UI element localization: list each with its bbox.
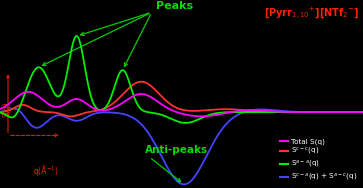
- Text: [Pyrr$_{1,10}$$^{+}$][NTf$_2$$^{-}$]: [Pyrr$_{1,10}$$^{+}$][NTf$_2$$^{-}$]: [264, 6, 359, 21]
- Text: Peaks: Peaks: [156, 1, 193, 11]
- Legend: Total S(q), S$^{c-c}$(q), S$^{a-a}$(q), S$^{c-a}$(q) + S$^{a-c}$(q): Total S(q), S$^{c-c}$(q), S$^{a-a}$(q), …: [278, 136, 359, 184]
- Text: q($\rm\AA^{-1}$): q($\rm\AA^{-1}$): [33, 163, 58, 178]
- Text: S(q): S(q): [3, 101, 12, 117]
- Text: Anti-peaks: Anti-peaks: [145, 145, 208, 155]
